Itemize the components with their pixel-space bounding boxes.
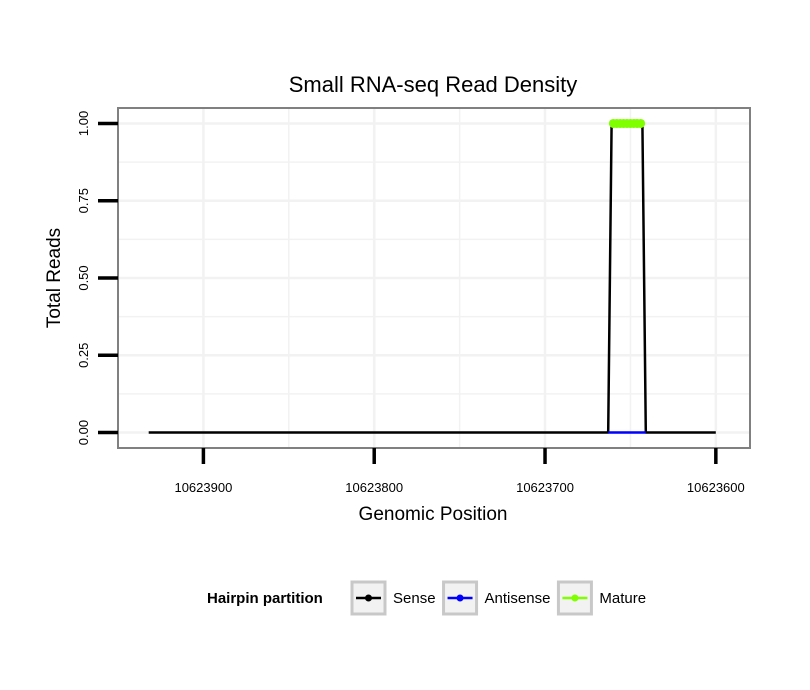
legend-label: Mature	[599, 590, 646, 607]
legend-item-antisense: Antisense	[442, 580, 551, 616]
legend-key-point	[571, 594, 579, 602]
legend: Hairpin partition Sense Antisense Mature	[207, 580, 646, 616]
legend-key-point	[365, 594, 372, 602]
legend-label: Antisense	[485, 590, 551, 607]
grid	[118, 108, 750, 448]
y-tick-label: 0.50	[76, 265, 91, 290]
x-axis-title: Genomic Position	[359, 504, 508, 525]
x-tick-label: 10623700	[516, 480, 574, 495]
x-axis: 10623900 10623800 10623700 10623600	[174, 448, 745, 495]
series-layer	[148, 118, 716, 434]
y-tick-label: 0.75	[76, 188, 91, 213]
chart-title: Small RNA-seq Read Density	[289, 72, 578, 97]
y-tick-label: 0.00	[76, 420, 91, 445]
y-tick-label: 0.25	[76, 343, 91, 368]
x-tick-label: 10623800	[345, 480, 403, 495]
y-axis: 0.00 0.25 0.50 0.75 1.00	[76, 111, 118, 445]
x-tick-label: 10623600	[687, 480, 745, 495]
x-tick-label: 10623900	[174, 480, 232, 495]
legend-item-mature: Mature	[556, 580, 646, 616]
legend-label: Sense	[393, 590, 436, 607]
series-mature	[608, 118, 646, 128]
y-axis-title: Total Reads	[44, 228, 65, 328]
legend-item-sense: Sense	[350, 580, 436, 616]
legend-key-point	[456, 594, 464, 602]
series-mature-point	[636, 118, 646, 128]
y-tick-label: 1.00	[76, 111, 91, 136]
legend-title: Hairpin partition	[207, 590, 323, 607]
